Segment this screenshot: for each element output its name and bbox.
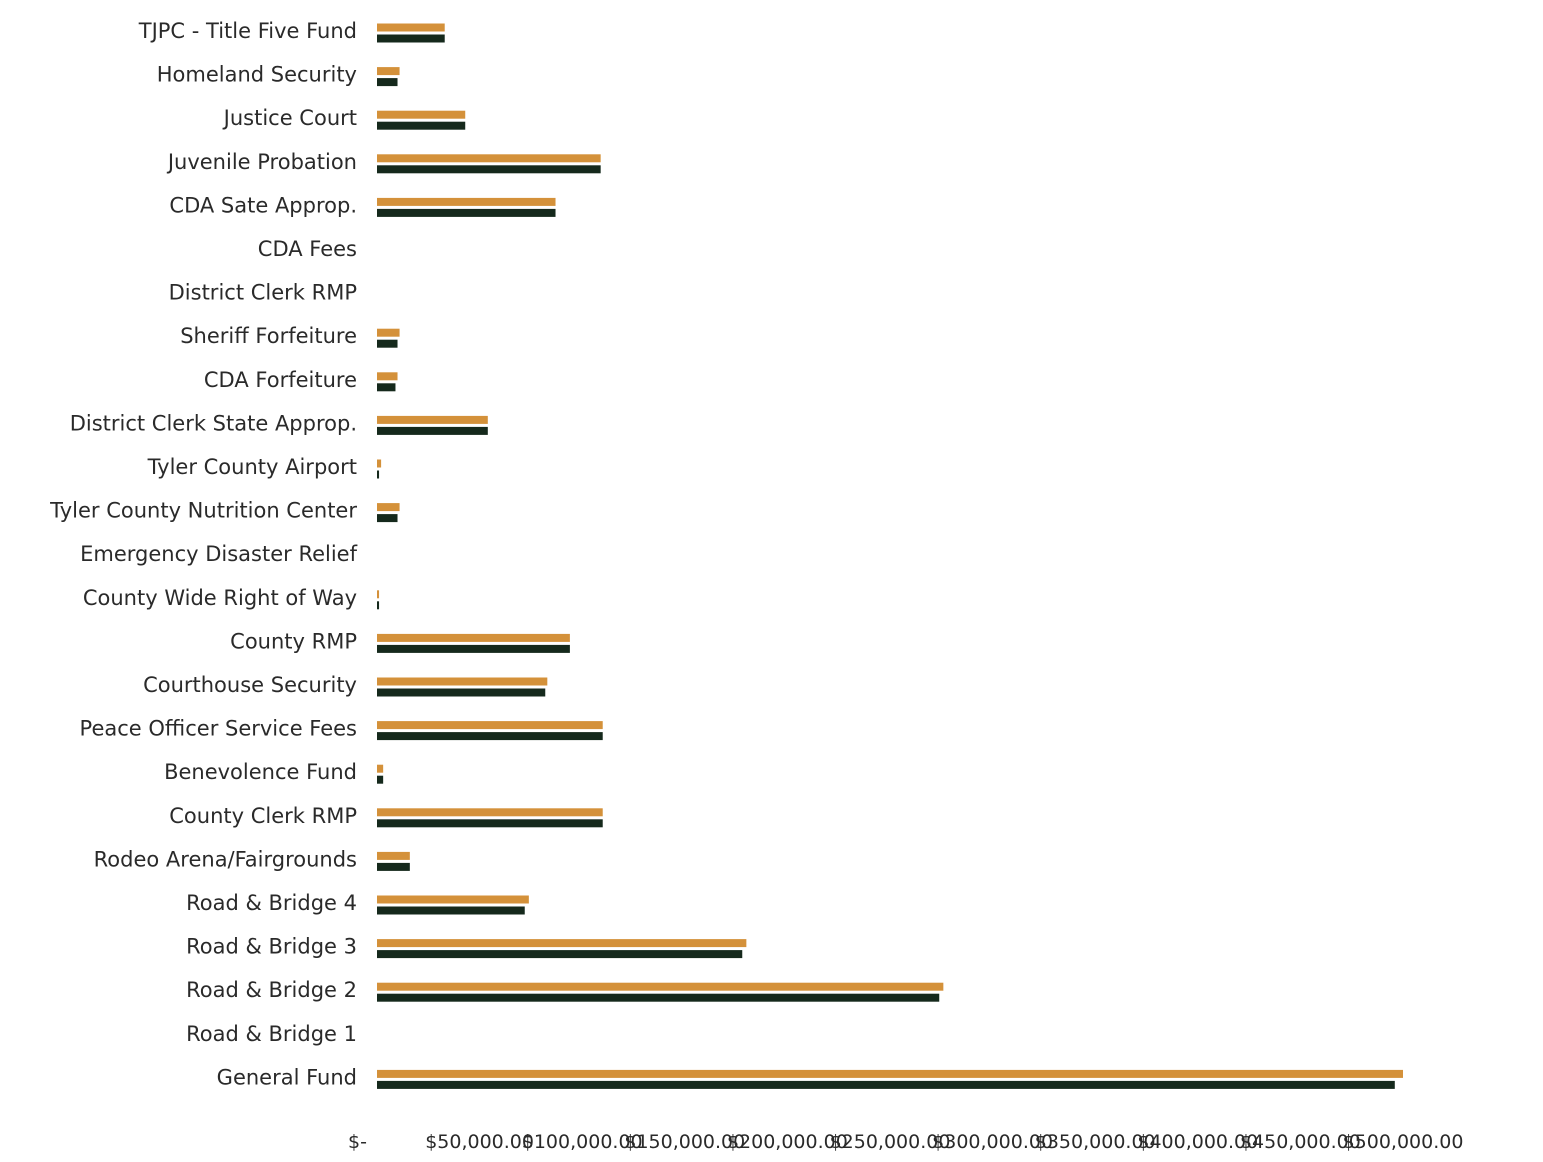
category-label: Road & Bridge 2 — [186, 978, 357, 1002]
bar-series-1-3 — [377, 110, 466, 119]
category-label: Road & Bridge 1 — [186, 1022, 357, 1046]
x-tick-label: $450,000.00 — [1240, 1131, 1361, 1153]
bar-series-2-10 — [377, 426, 488, 435]
bar-series-2-25 — [377, 1080, 1395, 1089]
x-tick-label: $300,000.00 — [932, 1131, 1053, 1153]
category-label: County Clerk RMP — [169, 804, 357, 828]
category-label: District Clerk State Approp. — [70, 411, 357, 435]
category-label: Emergency Disaster Relief — [80, 542, 357, 566]
x-tick-label: $50,000.00 — [425, 1131, 534, 1153]
bar-series-2-17 — [377, 732, 603, 741]
bar-series-2-23 — [377, 993, 940, 1002]
category-label: Homeland Security — [157, 63, 357, 87]
bar-series-1-14 — [377, 590, 380, 599]
x-tick-label: $100,000.00 — [522, 1131, 643, 1153]
bar-series-2-9 — [377, 383, 396, 392]
x-tick-label: $350,000.00 — [1035, 1131, 1156, 1153]
category-label: Road & Bridge 3 — [186, 935, 357, 959]
bars-group — [377, 23, 1403, 1089]
bar-series-2-22 — [377, 950, 743, 959]
bar-series-2-3 — [377, 121, 466, 130]
category-label: Benevolence Fund — [164, 760, 357, 784]
category-label: District Clerk RMP — [169, 281, 357, 305]
category-label: Tyler County Nutrition Center — [49, 499, 357, 523]
bar-series-1-25 — [377, 1069, 1403, 1078]
category-label: Peace Officer Service Fees — [80, 717, 357, 741]
bar-series-1-12 — [377, 503, 400, 512]
category-label: CDA Forfeiture — [204, 368, 357, 392]
x-tick-label: $- — [348, 1131, 367, 1153]
bar-series-1-1 — [377, 23, 445, 32]
category-label: County RMP — [230, 629, 357, 653]
category-label: Sheriff Forfeiture — [180, 324, 357, 348]
x-tick-label: $200,000.00 — [727, 1131, 848, 1153]
bar-series-1-15 — [377, 633, 570, 642]
bar-series-2-4 — [377, 165, 601, 174]
bar-series-2-20 — [377, 862, 410, 871]
bar-series-2-2 — [377, 78, 398, 87]
bar-series-1-5 — [377, 197, 556, 206]
bar-series-2-16 — [377, 688, 546, 697]
category-label: CDA Sate Approp. — [169, 193, 357, 217]
bar-series-1-9 — [377, 372, 398, 381]
category-label: General Fund — [217, 1065, 357, 1089]
x-tick-label: $150,000.00 — [624, 1131, 745, 1153]
bar-series-2-19 — [377, 819, 603, 828]
category-label: Courthouse Security — [143, 673, 357, 697]
category-label: County Wide Right of Way — [83, 586, 357, 610]
category-label: Rodeo Arena/Fairgrounds — [94, 847, 357, 871]
bar-series-1-16 — [377, 677, 548, 686]
bar-series-2-12 — [377, 514, 398, 523]
bar-series-2-14 — [377, 601, 380, 610]
bar-series-1-23 — [377, 982, 944, 991]
x-tick-label: $500,000.00 — [1343, 1131, 1464, 1153]
bar-series-1-18 — [377, 764, 384, 773]
bar-series-2-21 — [377, 906, 525, 915]
bar-series-1-8 — [377, 328, 400, 337]
bar-series-1-4 — [377, 154, 601, 163]
bar-series-2-8 — [377, 339, 398, 348]
x-axis-tick-labels: $- $50,000.00$100,000.00$150,000.00$200,0… — [348, 1131, 1463, 1153]
bar-series-1-19 — [377, 808, 603, 817]
bar-series-1-10 — [377, 415, 488, 424]
bar-series-2-5 — [377, 208, 556, 217]
bar-series-1-17 — [377, 721, 603, 730]
category-label: Tyler County Airport — [147, 455, 357, 479]
bar-series-2-18 — [377, 775, 384, 784]
x-tick-label: $250,000.00 — [830, 1131, 951, 1153]
bar-series-1-22 — [377, 939, 747, 948]
category-label: Justice Court — [222, 106, 357, 130]
category-labels: TJPC - Title Five Fund Homeland Security J… — [49, 19, 357, 1089]
bar-series-1-2 — [377, 67, 400, 76]
bar-series-2-11 — [377, 470, 380, 479]
bar-series-1-11 — [377, 459, 382, 468]
bar-series-1-21 — [377, 895, 529, 904]
x-tick-label: $400,000.00 — [1137, 1131, 1258, 1153]
bar-series-2-1 — [377, 34, 445, 43]
category-label: TJPC - Title Five Fund — [138, 19, 357, 43]
category-label: CDA Fees — [258, 237, 357, 261]
category-label: Road & Bridge 4 — [186, 891, 357, 915]
bar-series-1-20 — [377, 851, 410, 860]
bar-series-2-15 — [377, 644, 570, 653]
category-label: Juvenile Probation — [166, 150, 357, 174]
